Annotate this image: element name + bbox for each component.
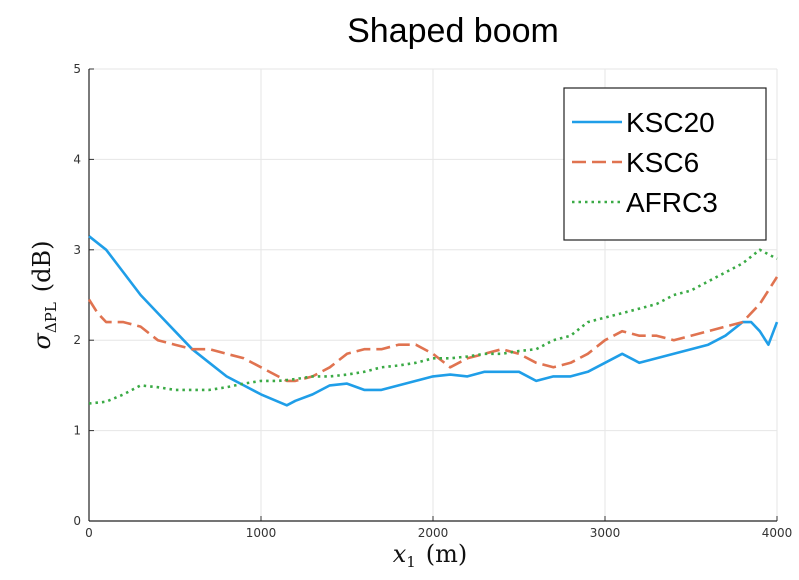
tick-labels: 0 1000 2000 3000 4000 0 1 2 3 4 5: [73, 62, 792, 540]
x-axis-label: x1 (m): [393, 540, 468, 571]
y-tick-label: 4: [73, 152, 81, 166]
x-axis-symbol: x: [393, 540, 407, 568]
legend-label: KSC20: [626, 107, 715, 138]
x-tick-label: 3000: [590, 526, 621, 540]
series-line-ksc6: [87, 276, 779, 383]
y-tick-label: 3: [73, 243, 81, 257]
series-layer: [87, 235, 779, 407]
legend: KSC20 KSC6 AFRC3: [563, 87, 767, 241]
y-axis-subscript: ΔPL: [42, 302, 60, 333]
legend-label: AFRC3: [626, 187, 718, 218]
axes: [88, 68, 778, 522]
y-tick-label: 1: [73, 424, 81, 438]
y-tick-label: 5: [73, 62, 81, 76]
legend-label: KSC6: [626, 147, 699, 178]
x-tick-label: 1000: [246, 526, 277, 540]
y-axis-symbol: σ: [28, 333, 56, 350]
y-tick-label: 0: [73, 514, 81, 528]
series-line-ksc20: [88, 235, 779, 407]
y-axis-label: σΔPL (dB): [28, 240, 60, 349]
x-axis-subscript: 1: [406, 553, 416, 571]
y-tick-label: 2: [73, 333, 81, 347]
series-line-afrc3: [88, 248, 778, 405]
x-tick-label: 4000: [762, 526, 793, 540]
x-axis-unit: (m): [426, 540, 467, 568]
x-tick-label: 0: [85, 526, 93, 540]
y-axis-unit: (dB): [28, 240, 56, 292]
legend-box: [563, 87, 767, 241]
x-tick-label: 2000: [418, 526, 449, 540]
chart-title: Shaped boom: [347, 12, 559, 50]
